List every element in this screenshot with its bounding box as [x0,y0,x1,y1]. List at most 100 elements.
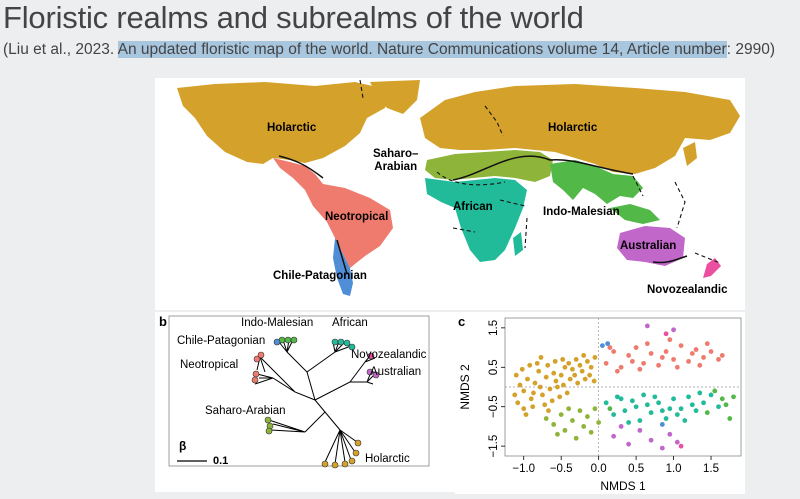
map-label-saharo-arabian-line1: Saharo– [373,148,419,160]
tree-tips [251,336,380,469]
scatter-point [678,406,684,412]
scatter-point [588,429,594,435]
subrealm-boundary [359,79,721,264]
scatter-point [671,327,676,333]
scatter-point [525,376,530,382]
scatter-point [626,353,632,358]
panel-label-c: c [458,314,466,329]
scatter-point [659,445,665,451]
scatter-point [546,408,551,414]
scatter-point [689,402,695,408]
scatter-point [570,418,575,423]
scatter-point [521,388,527,394]
scatter-point [540,392,545,398]
scatter-point [618,364,624,370]
scatter-point [644,341,650,347]
scatter-point [528,396,534,402]
x-axis: −1.0 −0.5 0.0 0.5 1.0 1.5 [512,456,719,475]
scatter-point [629,358,635,364]
map-label-novozealandic: Novozealandic [647,284,728,296]
map-label-african: African [453,201,493,213]
scatter-point [637,427,643,433]
scale-symbol: β [179,439,186,453]
scatter-point [637,418,643,423]
scatter-point [564,390,570,396]
scatter-point [582,376,588,382]
scatter-point [603,400,609,406]
scatter-point [557,394,563,400]
scatter-point [611,349,617,354]
scatter-point [530,404,536,410]
scatter-point [618,424,624,429]
region-chile-patagonian [333,238,353,296]
scatter-point [515,400,521,406]
scatter-point [659,408,665,414]
tree-label-saharo-arabian: Saharo-Arabian [205,405,286,417]
scatter-point [555,384,560,390]
region-african [425,178,527,262]
scatter-point [531,390,536,396]
map-label-australian: Australian [620,240,677,252]
scatter-point [553,378,559,384]
scatter-point [581,353,587,358]
scatter-point [667,431,673,437]
scatter-point [663,416,669,421]
scatter-point [523,412,529,417]
world-map-panel: Holarctic Holarctic Saharo– Arabian Afri… [155,78,745,310]
scatter-point [513,372,519,378]
scatter-point [596,420,602,425]
tree-label-african: African [332,317,368,329]
scatter-points [512,323,736,451]
scatter-point [579,368,585,374]
scatter-point [648,410,654,416]
scatter-point [727,416,733,421]
scatter-point [716,357,721,362]
region-holarctic-america [177,82,390,164]
world-map [177,79,740,296]
scatter-point [629,398,635,404]
scatter-point [549,398,555,404]
scatter-point [562,427,568,433]
scatter-point [545,362,551,368]
scatter-point [674,439,680,445]
region-novozealandic [703,258,721,278]
scatter-point [537,384,543,390]
scatter-point [534,360,540,366]
scatter-point [648,351,654,356]
scatter-point [689,351,695,356]
y-tick-label: 1.5 [488,320,500,336]
x-tick-label: 0.0 [591,463,607,475]
scatter-point [701,400,706,406]
citation-link[interactable]: An updated floristic map of the world. N… [117,41,727,58]
scatter-point [581,424,587,429]
scatter-point [577,362,583,368]
tree-label-australian: Australian [370,366,421,378]
scatter-point [637,366,643,372]
scatter-point [538,355,544,360]
map-label-holarctic-east: Holarctic [548,122,598,134]
scatter-point [656,362,661,368]
scatter-point [731,394,736,400]
y-tick-label: 0.5 [488,359,500,375]
scatter-point [566,360,572,366]
scatter-point [552,358,558,364]
map-label-saharo-arabian: Saharo– Arabian [373,148,418,174]
scale-value: 0.1 [213,455,228,467]
y-axis-label: NMDS 2 [458,364,472,410]
scatter-point [560,357,566,362]
scatter-point [591,378,597,384]
region-saharo-arabian [425,150,553,182]
scatter-point [551,370,557,376]
scatter-point [573,357,579,362]
scatter-point [626,420,632,425]
grid-lines [505,318,741,456]
scatter-point [667,337,673,343]
x-tick-label: −0.5 [550,463,573,475]
scatter-point [633,345,639,350]
scatter-point [626,441,632,447]
scatter-point [686,358,691,364]
scatter-point [543,416,549,421]
region-australian [617,226,685,266]
scatter-point [547,386,553,392]
scatter-point [551,422,557,427]
